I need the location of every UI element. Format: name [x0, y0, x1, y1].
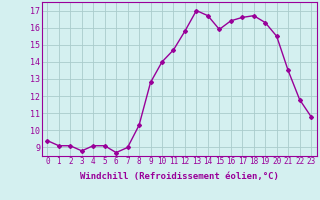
X-axis label: Windchill (Refroidissement éolien,°C): Windchill (Refroidissement éolien,°C)	[80, 172, 279, 181]
